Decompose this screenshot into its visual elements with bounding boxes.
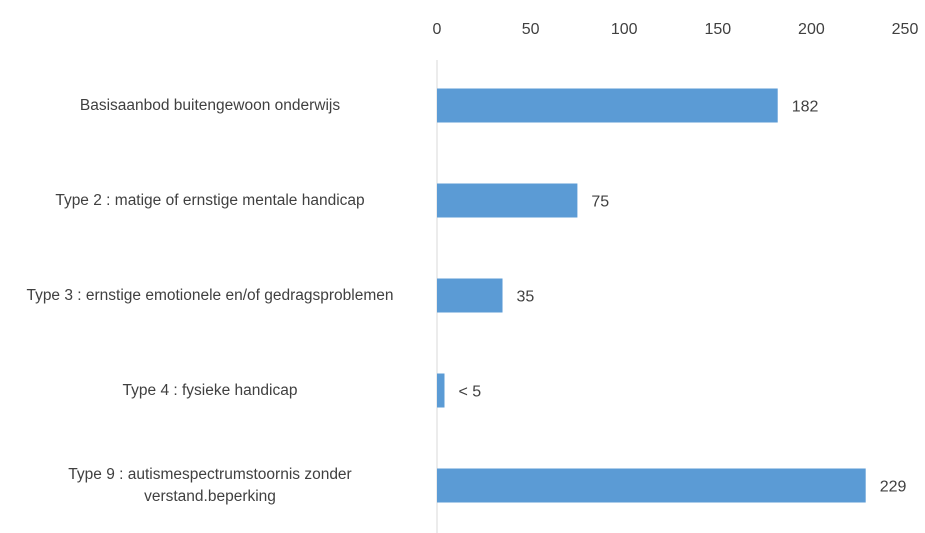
x-tick-label: 100: [611, 21, 638, 38]
x-tick-label: 50: [522, 21, 540, 38]
x-tick-label: 0: [433, 21, 442, 38]
data-label: 75: [591, 194, 609, 211]
bar: [437, 183, 578, 218]
bar: [437, 373, 445, 408]
bar: [437, 278, 503, 313]
data-label: 35: [517, 289, 535, 306]
x-tick-label: 150: [704, 21, 731, 38]
y-tick-label: Type 2 : matige of ernstige mentale hand…: [55, 191, 365, 209]
data-label: 229: [880, 479, 907, 496]
y-tick-label: Basisaanbod buitengewoon onderwijs: [79, 96, 341, 114]
bar: [437, 468, 866, 503]
y-tick-label: Type 9 : autismespectrumstoornis zonder …: [68, 465, 352, 505]
data-label: < 5: [458, 384, 481, 401]
y-tick-label: Type 4 : fysieke handicap: [122, 381, 298, 399]
x-tick-label: 200: [798, 21, 825, 38]
data-label: 182: [792, 99, 819, 116]
x-tick-label: 250: [892, 21, 919, 38]
y-tick-label: Type 3 : ernstige emotionele en/of gedra…: [26, 286, 394, 304]
bar: [437, 88, 778, 123]
